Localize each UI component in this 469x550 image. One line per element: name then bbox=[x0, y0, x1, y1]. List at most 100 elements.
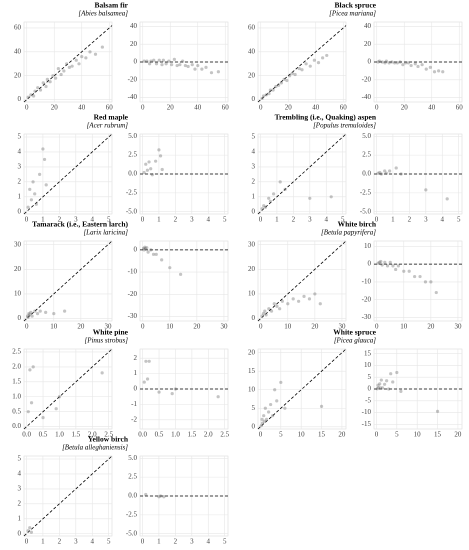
x-tick-label: 4 bbox=[441, 216, 445, 224]
y-tick-label: 5.0 bbox=[128, 454, 137, 462]
x-tick-label: 1 bbox=[157, 216, 161, 224]
panel bbox=[23, 133, 113, 215]
point bbox=[160, 63, 164, 67]
point bbox=[329, 195, 333, 199]
x-tick-label: 10 bbox=[400, 323, 408, 331]
x-tick-label: 20 bbox=[77, 323, 85, 331]
chart-subtitle: [Picea glauca] bbox=[334, 337, 376, 345]
x-tick-label: 1.0 bbox=[55, 431, 64, 439]
y-tick-label: 2.0 bbox=[12, 363, 21, 371]
point bbox=[52, 312, 56, 316]
point bbox=[321, 56, 325, 60]
point bbox=[34, 202, 38, 206]
x-tick-label: 0 bbox=[375, 104, 379, 112]
point bbox=[396, 264, 400, 268]
x-tick-label: 20 bbox=[193, 323, 201, 331]
point bbox=[149, 167, 153, 171]
point bbox=[325, 53, 329, 58]
y-tick-label: 1 bbox=[18, 514, 22, 522]
y-tick-label: 0.0 bbox=[128, 170, 137, 178]
y-tick-label: -20 bbox=[128, 75, 138, 83]
y-tick-label: 0 bbox=[252, 95, 256, 103]
x-tick-label: 0 bbox=[375, 216, 379, 224]
point bbox=[178, 63, 182, 67]
y-tick-label: 3 bbox=[252, 163, 256, 171]
point bbox=[384, 171, 388, 175]
point bbox=[145, 377, 150, 381]
point bbox=[38, 172, 42, 176]
y-tick-label: 0 bbox=[18, 207, 22, 215]
y-tick-label: 20 bbox=[248, 348, 256, 356]
point bbox=[260, 207, 264, 211]
point bbox=[261, 94, 266, 98]
point bbox=[277, 83, 281, 87]
point bbox=[54, 76, 58, 80]
x-tick-label: 20 bbox=[311, 323, 319, 331]
x-tick-label: 5 bbox=[341, 216, 345, 224]
x-tick-label: 4 bbox=[91, 538, 95, 546]
y-tick-label: 2 bbox=[252, 177, 256, 185]
point bbox=[142, 170, 146, 175]
point bbox=[157, 495, 161, 499]
point bbox=[35, 312, 40, 316]
y-tick-label: 0.5 bbox=[12, 407, 21, 415]
point bbox=[267, 307, 271, 311]
point bbox=[141, 246, 146, 250]
point bbox=[67, 65, 71, 69]
point bbox=[297, 299, 301, 303]
point bbox=[308, 196, 312, 200]
y-tick-label: 0 bbox=[18, 529, 22, 537]
point bbox=[379, 172, 384, 176]
point bbox=[62, 69, 66, 73]
point bbox=[27, 312, 31, 316]
point bbox=[297, 66, 301, 71]
point bbox=[319, 404, 324, 409]
point bbox=[424, 188, 428, 192]
y-tick-label: 5 bbox=[18, 133, 22, 141]
y-tick-label: -20 bbox=[362, 75, 372, 83]
x-tick-label: 2.0 bbox=[88, 431, 97, 439]
point bbox=[375, 387, 379, 391]
point bbox=[88, 50, 92, 54]
x-tick-label: 10 bbox=[50, 323, 58, 331]
y-tick-label: 20 bbox=[248, 265, 256, 273]
chart-subtitle: [Larix laricina] bbox=[83, 229, 128, 237]
point bbox=[300, 68, 304, 72]
point bbox=[268, 88, 272, 92]
y-tick-label: 5 bbox=[368, 373, 372, 381]
point bbox=[26, 315, 30, 319]
y-tick-label: -2.5 bbox=[126, 188, 138, 196]
chart-subtitle: [Pinus strobus] bbox=[84, 337, 128, 345]
y-tick-label: 10 bbox=[248, 385, 256, 393]
x-tick-label: 60 bbox=[106, 104, 114, 112]
point bbox=[304, 62, 308, 66]
x-tick-label: 1 bbox=[275, 216, 279, 224]
point bbox=[435, 409, 440, 413]
x-tick-label: 40 bbox=[312, 104, 320, 112]
point bbox=[28, 368, 32, 372]
x-tick-label: 30 bbox=[454, 323, 462, 331]
point bbox=[144, 492, 148, 497]
point bbox=[143, 247, 148, 251]
y-tick-label: 2.5 bbox=[12, 348, 21, 356]
x-tick-label: 1.5 bbox=[188, 431, 197, 439]
y-tick-label: -10 bbox=[362, 277, 372, 285]
y-tick-label: 60 bbox=[14, 24, 22, 32]
point bbox=[312, 58, 316, 62]
point bbox=[376, 383, 380, 387]
x-tick-label: 1.0 bbox=[171, 431, 180, 439]
y-tick-label: 0 bbox=[18, 314, 22, 322]
x-tick-label: 2 bbox=[58, 216, 62, 224]
point bbox=[385, 264, 390, 268]
y-tick-label: -10 bbox=[128, 268, 138, 276]
point bbox=[279, 81, 283, 85]
point bbox=[33, 89, 37, 93]
y-tick-label: 0 bbox=[252, 207, 256, 215]
x-tick-label: 2.0 bbox=[204, 431, 213, 439]
point bbox=[28, 526, 32, 530]
x-tick-label: 20 bbox=[427, 323, 435, 331]
point bbox=[264, 313, 268, 317]
point bbox=[160, 167, 164, 172]
y-tick-label: 1.5 bbox=[12, 377, 21, 385]
y-tick-label: 40 bbox=[364, 22, 372, 30]
